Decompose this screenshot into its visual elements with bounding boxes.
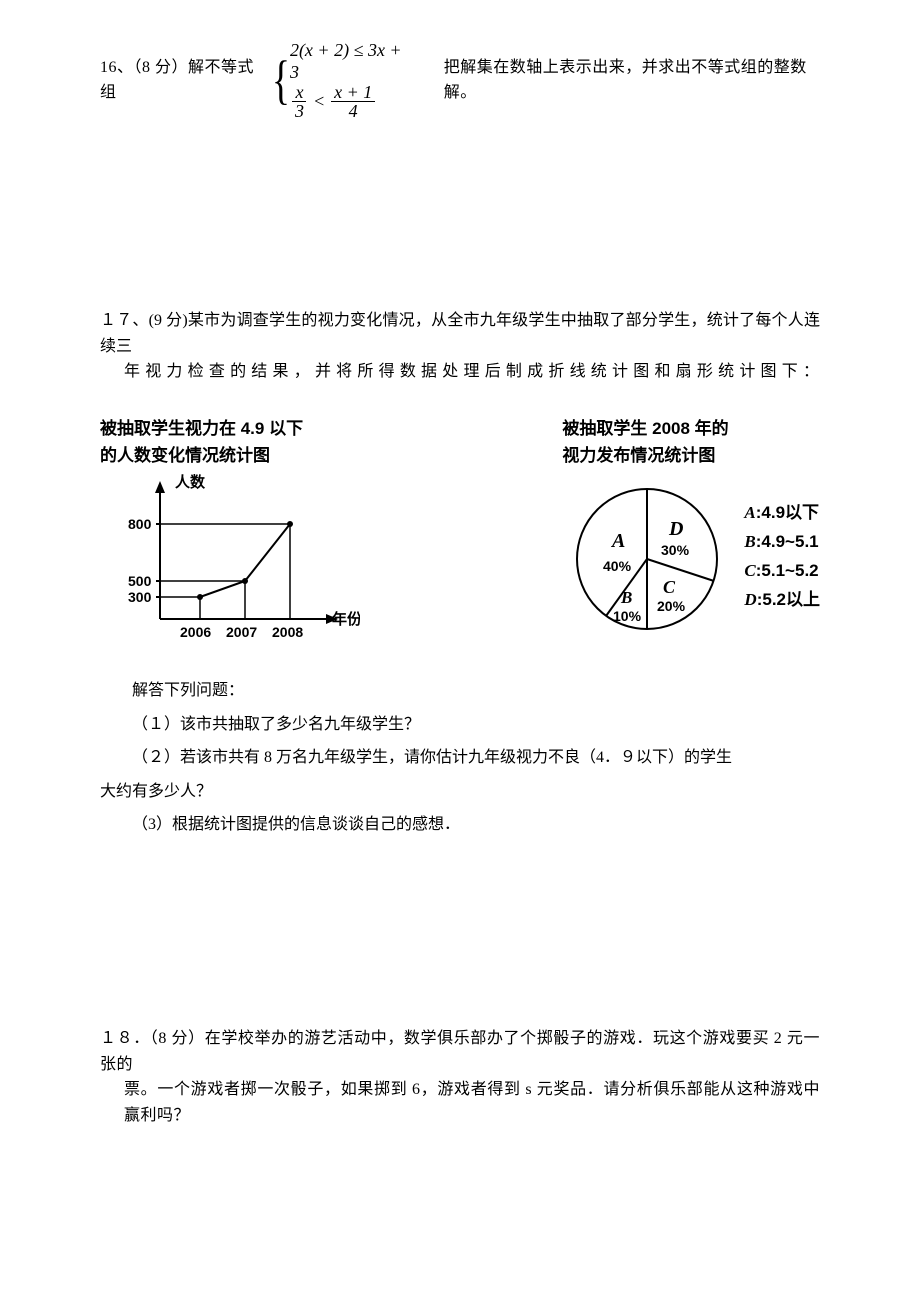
question-17: １７、(9 分)某市为调查学生的视力变化情况，从全市九年级学生中抽取了部分学生，… [100,308,820,838]
left-brace: { [272,53,290,107]
lt-sign: < [313,91,325,113]
q17-intro-line1: １７、(9 分)某市为调查学生的视力变化情况，从全市九年级学生中抽取了部分学生，… [100,308,820,359]
legend-A: A:4.9以下 [744,499,820,528]
pie-chart-box: 被抽取学生 2008 年的 视力发布情况统计图 [562,415,820,658]
pie-chart-svg: A 40% B 10% C 20% D 30% [562,469,732,639]
question-18: １８．（8 分）在学校举办的游艺活动中，数学俱乐部办了个掷骰子的游戏．玩这个游戏… [100,1026,820,1128]
frac2-num: x + 1 [331,83,375,102]
pie-pct-B: 10% [613,608,642,624]
pie-chart-title-1: 被抽取学生 2008 年的 [562,415,820,442]
q16-tail: 把解集在数轴上表示出来，并求出不等式组的整数解。 [444,55,820,106]
point-2007 [242,578,248,584]
xtick-2007: 2007 [226,624,257,640]
frac1-num: x [292,83,306,102]
point-2008 [287,521,293,527]
frac2-den: 4 [346,102,361,120]
legend-D: D:5.2以上 [744,586,820,615]
q17-sub2: （２）若该市共有 8 万名九年级学生，请你估计九年级视力不良（4．９以下）的学生 [100,745,820,771]
q17-sub1: （１）该市共抽取了多少名九年级学生？ [100,712,820,738]
pie-chart-title-2: 视力发布情况统计图 [562,442,820,469]
y-axis-label: 人数 [175,473,206,491]
system-line-1: 2(x + 2) ≤ 3x + 3 [290,40,408,83]
xtick-2006: 2006 [180,624,211,640]
x-axis-label: 年份 [332,610,360,628]
system-lines: 2(x + 2) ≤ 3x + 3 x 3 < x + 1 4 [290,40,408,120]
xtick-2008: 2008 [272,624,303,640]
workspace-gap-17 [100,866,820,1026]
q18-line2: 票。一个游戏者掷一次骰子，如果掷到 6，游戏者得到 s 元奖品．请分析俱乐部能从… [124,1077,820,1128]
pie-label-D: D [668,518,683,540]
pie-area: A 40% B 10% C 20% D 30% A:4.9以下 B:4.9~5.… [562,469,820,639]
pie-group: A 40% B 10% C 20% D 30% [577,489,717,629]
q18-line1: １８．（8 分）在学校举办的游艺活动中，数学俱乐部办了个掷骰子的游戏．玩这个游戏… [100,1026,820,1077]
inequality-system: { 2(x + 2) ≤ 3x + 3 x 3 < x + 1 4 [268,40,408,120]
pie-pct-D: 30% [661,542,690,558]
q16-number: 16、（8 分）解不等式组 [100,55,262,106]
fraction-1: x 3 [292,83,307,120]
workspace-gap-16 [100,148,820,308]
line-chart-title-2: 的人数变化情况统计图 [100,442,360,469]
ytick-500-label: 500 [128,573,152,589]
question-16: 16、（8 分）解不等式组 { 2(x + 2) ≤ 3x + 3 x 3 < … [100,40,820,120]
q16-row: 16、（8 分）解不等式组 { 2(x + 2) ≤ 3x + 3 x 3 < … [100,40,820,120]
point-2006 [197,594,203,600]
pie-pct-A: 40% [603,558,632,574]
pie-legend: A:4.9以下 B:4.9~5.1 C:5.1~5.2 D:5.2以上 [744,499,820,615]
ytick-300-label: 300 [128,589,152,605]
legend-C: C:5.1~5.2 [744,557,820,586]
q17-sub3: （3）根据统计图提供的信息谈谈自己的感想． [100,812,820,838]
y-axis-arrow [155,481,165,493]
q17-answer-intro: 解答下列问题： [100,678,820,704]
q17-sub2b: 大约有多少人？ [100,779,820,805]
fraction-2: x + 1 4 [331,83,375,120]
pie-label-A: A [610,530,625,552]
line-chart-box: 被抽取学生视力在 4.9 以下 的人数变化情况统计图 人数 300 500 80… [100,415,360,658]
system-line-2: x 3 < x + 1 4 [290,83,408,120]
pie-label-C: C [663,577,676,597]
q17-intro-line2: 年视力检查的结果，并将所得数据处理后制成折线统计图和扇形统计图下： [124,359,820,385]
charts-row: 被抽取学生视力在 4.9 以下 的人数变化情况统计图 人数 300 500 80… [100,415,820,658]
ytick-800-label: 800 [128,516,152,532]
frac1-den: 3 [292,102,307,120]
line-chart-svg: 人数 300 500 800 [100,469,360,649]
line-chart-title-1: 被抽取学生视力在 4.9 以下 [100,415,360,442]
pie-pct-C: 20% [657,598,686,614]
legend-B: B:4.9~5.1 [744,528,820,557]
pie-label-B: B [620,588,632,607]
